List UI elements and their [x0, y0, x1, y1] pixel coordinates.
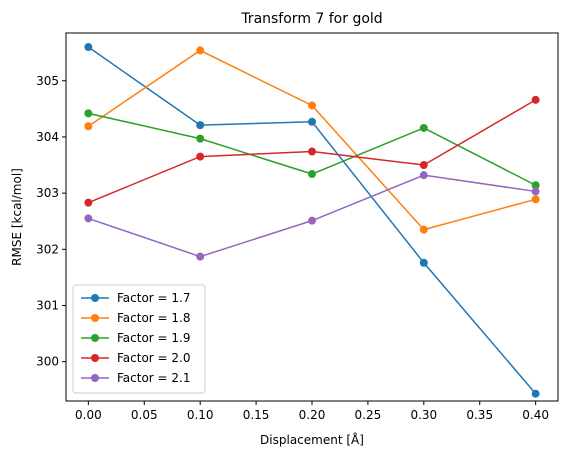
data-point — [419, 123, 428, 132]
data-point — [196, 46, 205, 55]
legend-item: Factor = 1.7 — [81, 291, 191, 305]
legend-item: Factor = 1.9 — [81, 331, 191, 345]
y-tick-label: 304 — [36, 130, 59, 144]
legend-label: Factor = 1.9 — [117, 331, 191, 345]
legend-label: Factor = 1.8 — [117, 311, 191, 325]
legend-swatch-marker — [91, 314, 99, 322]
data-point — [419, 161, 428, 170]
x-tick-label: 0.20 — [299, 408, 326, 422]
series-2 — [84, 46, 540, 234]
x-tick-label: 0.00 — [75, 408, 102, 422]
x-tick-label: 0.25 — [355, 408, 382, 422]
data-point — [84, 43, 93, 52]
data-point — [308, 117, 316, 126]
y-axis: 300 301 302 303 304 305 — [36, 74, 66, 369]
series-3 — [84, 109, 540, 190]
x-tick-label: 0.05 — [131, 408, 158, 422]
legend-label: Factor = 1.7 — [117, 291, 191, 305]
y-tick-label: 302 — [36, 242, 59, 256]
legend-swatch-marker — [91, 294, 99, 302]
data-point — [308, 147, 316, 156]
data-point — [84, 198, 93, 207]
x-tick-label: 0.10 — [187, 408, 214, 422]
x-tick-label: 0.30 — [410, 408, 437, 422]
data-point — [84, 109, 93, 118]
y-tick-label: 303 — [36, 186, 59, 200]
legend-swatch-marker — [91, 354, 99, 362]
x-tick-label: 0.40 — [522, 408, 549, 422]
y-axis-label: RMSE [kcal/mol] — [10, 168, 24, 266]
y-tick-label: 300 — [36, 355, 59, 369]
legend-item: Factor = 1.8 — [81, 311, 191, 325]
series-line — [88, 174, 536, 258]
series-4 — [84, 95, 540, 207]
legend-label: Factor = 2.1 — [117, 371, 191, 385]
legend-swatch-marker — [91, 334, 99, 342]
legend-item: Factor = 2.1 — [81, 371, 191, 385]
data-point — [419, 258, 428, 267]
data-point — [531, 181, 540, 190]
y-tick-label: 305 — [36, 74, 59, 88]
x-axis: 0.00 0.05 0.10 0.15 0.20 0.25 0.30 0.35 0.40 — [75, 401, 549, 422]
data-point — [531, 187, 540, 196]
data-point — [196, 152, 205, 161]
y-tick-label: 301 — [36, 298, 59, 312]
legend-swatch-marker — [91, 374, 99, 382]
data-point — [196, 134, 205, 143]
legend-item: Factor = 2.0 — [81, 351, 191, 365]
x-axis-label: Displacement [Å] — [260, 432, 364, 447]
data-point — [419, 225, 428, 234]
data-point — [531, 389, 540, 398]
data-point — [308, 216, 316, 225]
data-point — [308, 170, 316, 179]
data-point — [531, 95, 540, 104]
series-1 — [84, 43, 540, 398]
data-point — [84, 214, 93, 223]
x-tick-label: 0.35 — [466, 408, 493, 422]
data-point — [531, 195, 540, 204]
data-point — [196, 121, 205, 130]
legend-frame — [72, 284, 206, 394]
data-point — [419, 171, 428, 180]
chart-title: Transform 7 for gold — [240, 11, 382, 27]
series-5 — [84, 171, 540, 261]
data-point — [308, 101, 316, 110]
legend: Factor = 1.7 Factor = 1.8 Factor = 1.9 Fact… — [72, 284, 206, 394]
x-tick-label: 0.15 — [243, 408, 270, 422]
data-point — [196, 252, 205, 261]
series-layer — [84, 43, 540, 398]
series-line — [87, 49, 536, 231]
legend-label: Factor = 2.0 — [117, 351, 191, 365]
data-point — [84, 122, 93, 131]
